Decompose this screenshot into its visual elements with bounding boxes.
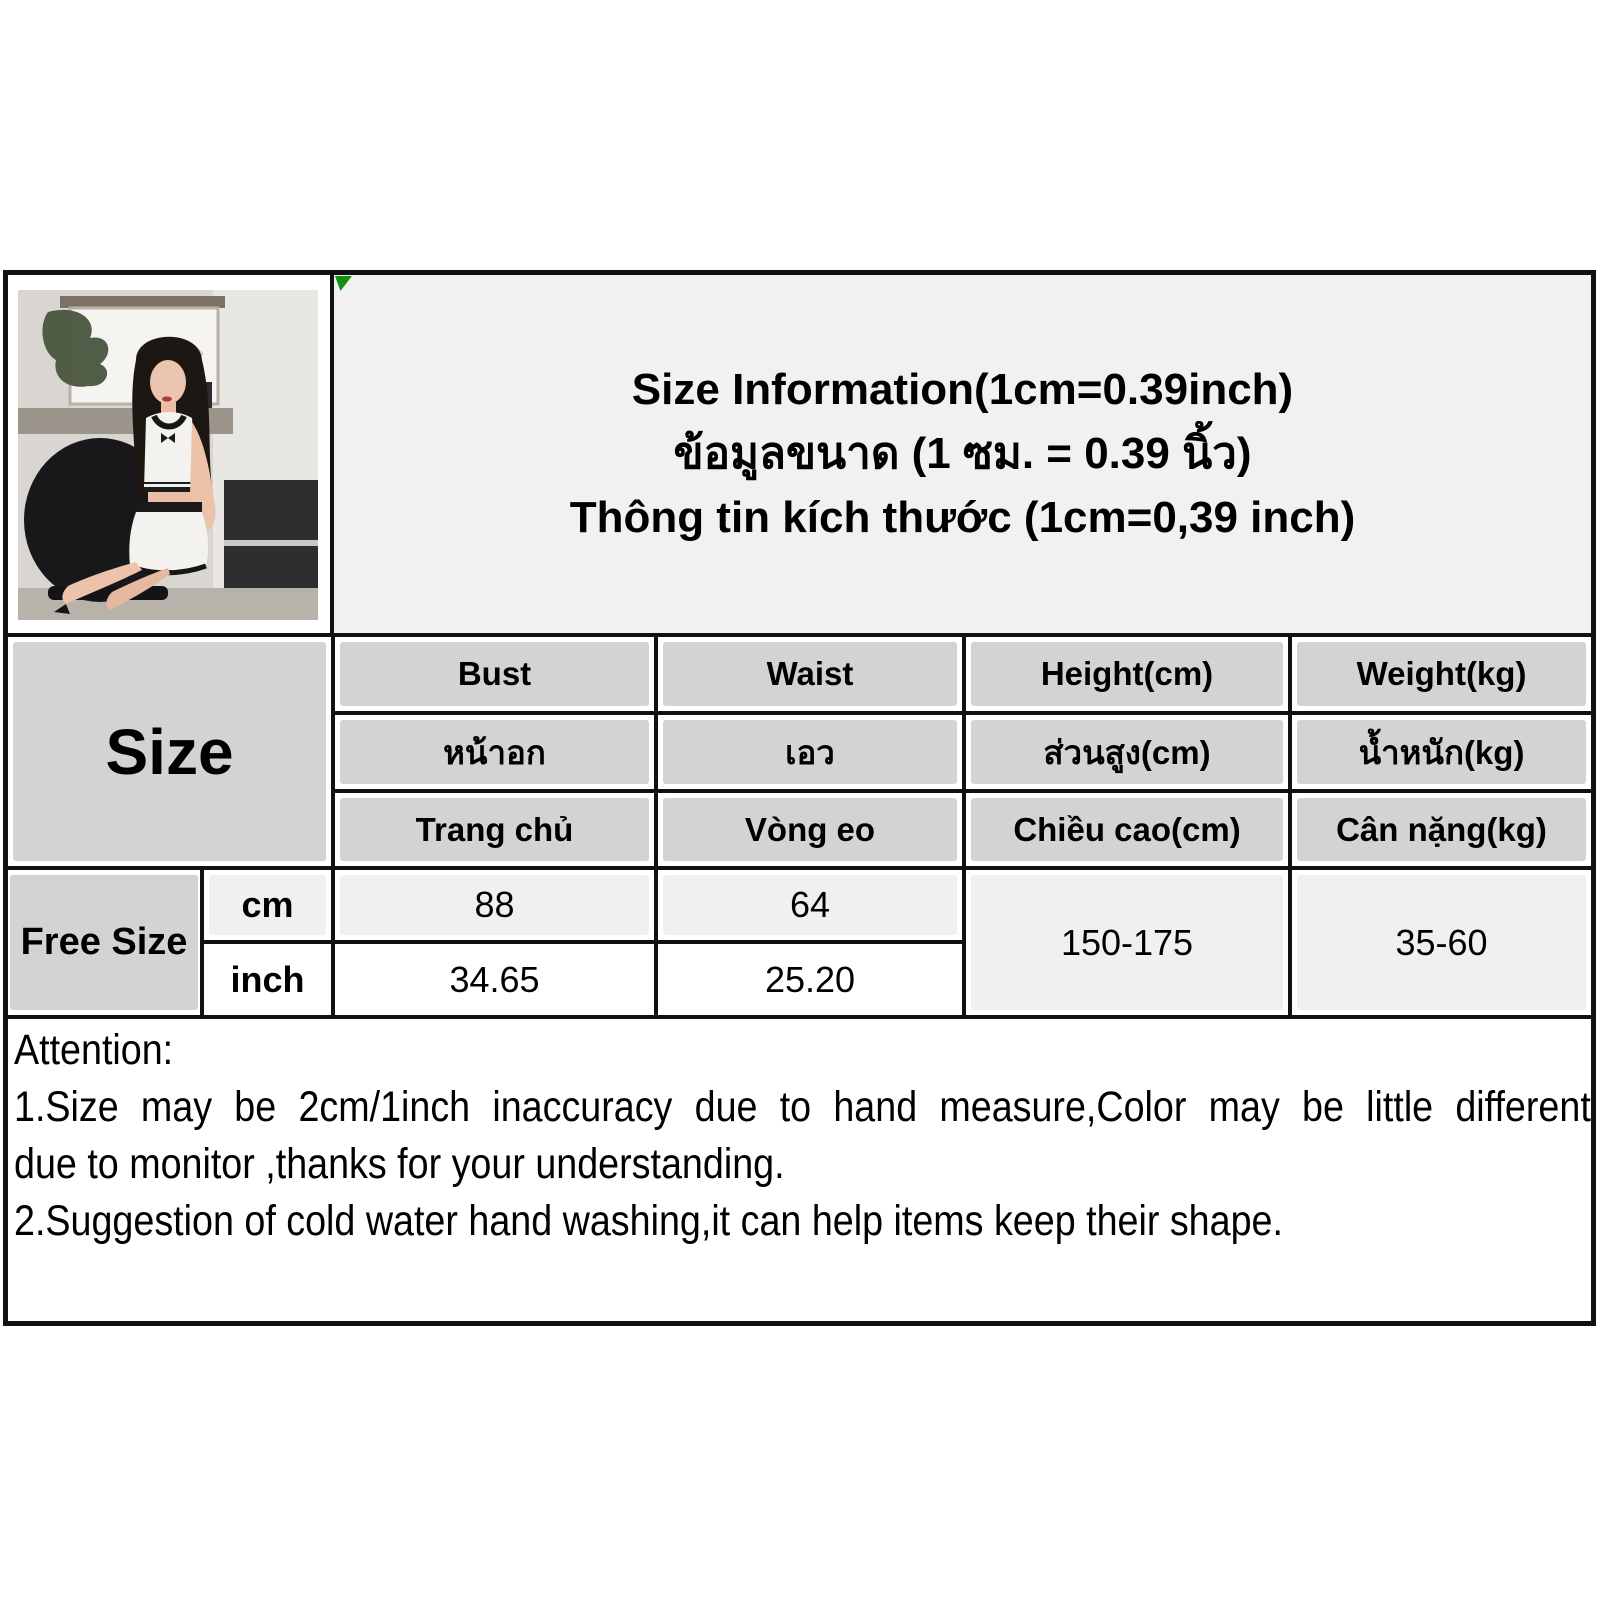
row-label-free-size: Free Size [10, 875, 198, 1010]
photo-top-band-stripe [144, 484, 196, 487]
header-cell-weight-vi: Cân nặng(kg) [1292, 793, 1591, 866]
row-label-free-size-cell: Free Size [8, 870, 200, 1015]
header-cell-bust-vi: Trang chủ [335, 793, 654, 866]
size-corner-label: Size [13, 642, 326, 861]
photo-skirt-waistband [136, 502, 202, 512]
section-divider-top [8, 633, 1591, 637]
header-cell-waist-vi: Vòng eo [658, 793, 962, 866]
photo-midriff [148, 492, 192, 504]
size-corner-cell: Size [8, 637, 331, 866]
value-cell-bust-inch: 34.65 [335, 944, 654, 1015]
size-info-title-block: Size Information(1cm=0.39inch) ข้อมูลขนา… [334, 275, 1591, 633]
header-cell-bust-en: Bust [335, 637, 654, 711]
photo-shoe [54, 604, 70, 614]
header-cell-waist-th: เอว [658, 715, 962, 789]
header-cell-height-vi: Chiều cao(cm) [966, 793, 1288, 866]
photo-plant [42, 309, 109, 387]
value-cell-weight-range: 35-60 [1292, 870, 1591, 1015]
unit-cell-inch: inch [204, 944, 331, 1015]
value-cell-height-range: 150-175 [966, 870, 1288, 1015]
photo-neck-trim [151, 414, 187, 430]
attention-note2: 2.Suggestion of cold water hand washing,… [14, 1197, 1283, 1245]
unit-cell-cm: cm [204, 870, 331, 940]
header-cell-height-th: ส่วนสูง(cm) [966, 715, 1288, 789]
photo-face [150, 360, 186, 404]
value-cell-waist-inch: 25.20 [658, 944, 962, 1015]
attention-note1-line2: due to monitor ,thanks for your understa… [14, 1140, 785, 1188]
title-line-thai: ข้อมูลขนาด (1 ซม. = 0.39 นิ้ว) [673, 429, 1252, 478]
attention-note1-line1: 1.Size may be 2cm/1inch inaccuracy due t… [14, 1083, 1591, 1131]
photo-bow [161, 433, 175, 443]
photo-leg-front [62, 562, 142, 604]
photo-leg-back [106, 568, 170, 610]
header-cell-weight-th: น้ำหนัก(kg) [1292, 715, 1591, 789]
title-line-vietnamese: Thông tin kích thước (1cm=0,39 inch) [569, 493, 1356, 542]
attention-notes: Attention: 1.Size may be 2cm/1inch inacc… [14, 1022, 1591, 1250]
photo-tank-top [144, 412, 196, 490]
attention-heading: Attention: [14, 1026, 174, 1074]
product-photo [18, 290, 318, 620]
photo-desk-edge [224, 540, 318, 546]
header-cell-bust-th: หน้าอก [335, 715, 654, 789]
value-cell-bust-cm: 88 [335, 870, 654, 940]
header-cell-height-en: Height(cm) [966, 637, 1288, 711]
size-table: Size Bust Waist Height(cm) Weight(kg) หน… [8, 637, 1591, 1015]
photo-lips [162, 396, 172, 402]
photo-skirt [129, 512, 209, 573]
title-line-english: Size Information(1cm=0.39inch) [631, 365, 1294, 414]
photo-title-divider [330, 275, 334, 633]
value-cell-waist-cm: 64 [658, 870, 962, 940]
header-cell-waist-en: Waist [658, 637, 962, 711]
header-cell-weight-en: Weight(kg) [1292, 637, 1591, 711]
section-divider-bottom [8, 1015, 1591, 1019]
photo-beam [60, 296, 225, 308]
